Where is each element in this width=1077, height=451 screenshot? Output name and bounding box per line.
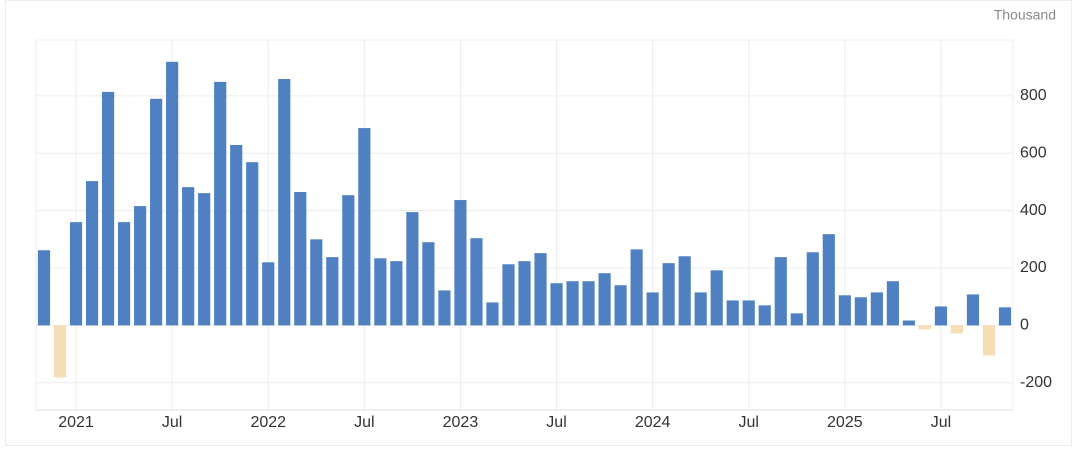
bar [870, 292, 883, 326]
bar [101, 91, 115, 326]
x-tick-label: Jul [546, 414, 566, 431]
bar [902, 320, 915, 326]
bar [838, 295, 851, 326]
x-tick-label: 2022 [250, 414, 286, 431]
bar [550, 283, 563, 326]
bar [134, 206, 147, 326]
bar [822, 234, 835, 326]
bar [230, 144, 243, 326]
y-tick-label: -200 [1020, 374, 1052, 391]
bar [598, 273, 611, 326]
x-tick-label: 2024 [635, 414, 671, 431]
bar [982, 325, 996, 356]
bar [294, 192, 307, 326]
bar [774, 257, 787, 326]
bar [710, 270, 723, 326]
unit-label: Thousand [994, 7, 1056, 23]
bar [246, 162, 259, 326]
bar [37, 250, 51, 326]
bar [470, 238, 483, 326]
bar [582, 281, 595, 326]
x-tick-label: 2025 [827, 414, 863, 431]
bar [326, 257, 339, 326]
bar [422, 242, 435, 326]
bar [438, 290, 451, 326]
bar [85, 181, 99, 326]
bar [678, 256, 691, 326]
bar [886, 281, 899, 326]
y-tick-label: 0 [1020, 317, 1029, 334]
bar [150, 98, 163, 326]
bar [454, 200, 467, 326]
bar [278, 79, 291, 326]
bar [342, 195, 355, 326]
bar [69, 222, 83, 326]
x-tick-label: Jul [931, 414, 951, 431]
y-tick-label: 200 [1020, 259, 1047, 276]
bar [694, 292, 707, 326]
bar [214, 81, 227, 326]
bar [998, 307, 1012, 326]
bar [630, 249, 643, 326]
bar [950, 325, 964, 334]
x-tick-label: 2021 [58, 414, 94, 431]
y-tick-label: 400 [1020, 202, 1047, 219]
bar [518, 261, 531, 326]
bar [726, 300, 739, 326]
x-tick-label: Jul [162, 414, 182, 431]
bar [374, 258, 387, 326]
bar [966, 294, 980, 326]
bar [742, 300, 755, 326]
bar [118, 222, 131, 326]
bar [262, 262, 275, 326]
bar [310, 239, 323, 326]
bar [918, 325, 931, 330]
bar [790, 313, 803, 326]
bar [390, 261, 403, 326]
bar [182, 187, 195, 326]
y-tick-label: 800 [1020, 87, 1047, 104]
x-tick-label: Jul [739, 414, 759, 431]
x-tick-label: 2023 [443, 414, 479, 431]
bar [934, 306, 948, 326]
bar [53, 325, 67, 378]
bar [566, 281, 579, 326]
bar [662, 263, 675, 326]
bar [854, 297, 867, 326]
y-tick-label: 600 [1020, 145, 1047, 162]
bar [486, 302, 499, 326]
bar [614, 285, 627, 326]
bar [534, 253, 547, 326]
bar [198, 193, 211, 326]
bar [806, 252, 819, 326]
bar [358, 128, 371, 326]
bar [758, 305, 771, 326]
bar [646, 292, 659, 326]
bar [166, 61, 179, 326]
x-tick-label: Jul [354, 414, 374, 431]
bar [406, 212, 419, 326]
frame [5, 0, 1072, 446]
bar [502, 264, 515, 326]
